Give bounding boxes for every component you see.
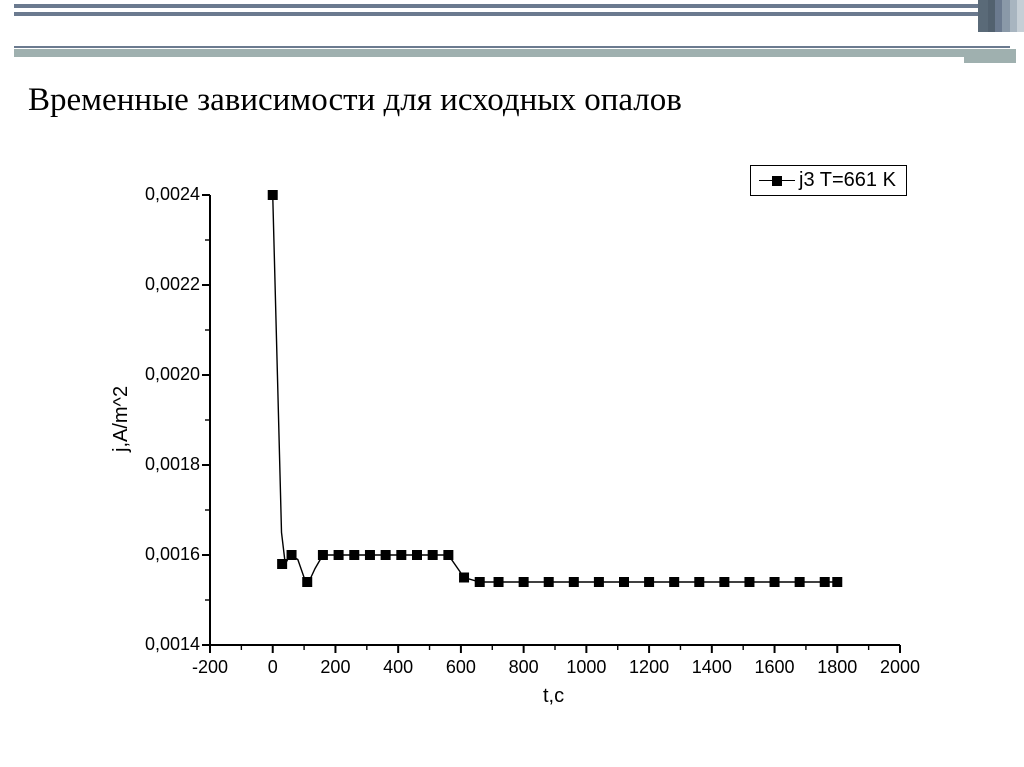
legend-label: j3 T=661 K (799, 169, 896, 192)
x-tick-label: 800 (494, 657, 554, 678)
chart-legend: j3 T=661 K (750, 165, 907, 196)
x-tick-label: 1800 (807, 657, 867, 678)
x-tick-label: 1200 (619, 657, 679, 678)
x-tick-label: 400 (368, 657, 428, 678)
line-chart (210, 195, 900, 645)
y-tick-label: 0,0022 (130, 274, 200, 295)
x-tick-label: 600 (431, 657, 491, 678)
y-tick-label: 0,0024 (130, 184, 200, 205)
legend-marker-icon (759, 180, 795, 181)
x-tick-label: 0 (243, 657, 303, 678)
x-axis-label: t,c (543, 685, 564, 708)
page-title: Временные зависимости для исходных опало… (28, 82, 682, 119)
y-tick-label: 0,0018 (130, 454, 200, 475)
x-tick-label: 1400 (682, 657, 742, 678)
decor-stripe-1 (14, 4, 1004, 8)
y-tick-label: 0,0014 (130, 634, 200, 655)
divider (14, 46, 1010, 50)
decor-stack-b (978, 0, 988, 32)
decor-stripe-2 (14, 12, 1004, 16)
top-decor (0, 0, 1024, 32)
x-tick-label: 1600 (745, 657, 805, 678)
decor-stack-a (988, 0, 1024, 32)
x-tick-label: -200 (180, 657, 240, 678)
y-tick-label: 0,0020 (130, 364, 200, 385)
x-tick-label: 2000 (870, 657, 930, 678)
chart-svg (210, 195, 900, 645)
x-tick-label: 200 (305, 657, 365, 678)
y-tick-label: 0,0016 (130, 544, 200, 565)
x-tick-label: 1000 (556, 657, 616, 678)
y-axis-label: j,A/m^2 (110, 386, 133, 452)
